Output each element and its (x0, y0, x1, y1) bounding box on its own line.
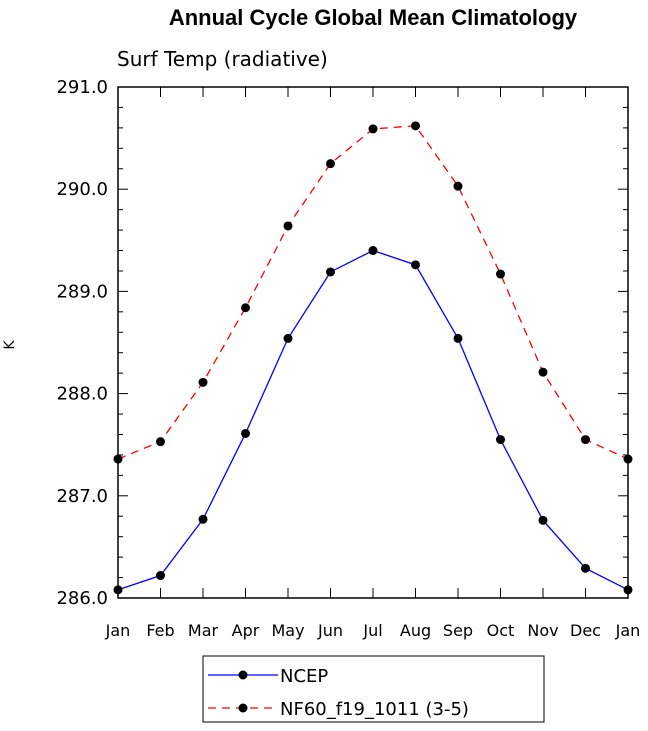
legend-label-1: NF60_f19_1011 (3-5) (280, 699, 469, 720)
data-point (538, 515, 548, 525)
data-point (538, 367, 548, 377)
x-tick-label: Jan (615, 621, 641, 640)
y-tick-label: 290.0 (56, 179, 108, 200)
series-line-0 (117, 249, 629, 591)
data-point (411, 121, 420, 131)
y-tick-label: 289.0 (56, 281, 108, 302)
series-line-1 (117, 125, 629, 460)
data-point (453, 333, 463, 343)
x-tick-label: Jan (105, 621, 131, 640)
data-point (241, 303, 250, 313)
y-tick-label: 286.0 (56, 588, 108, 609)
data-point (368, 124, 378, 134)
y-axis-label: K (2, 340, 18, 350)
data-point (496, 435, 505, 445)
x-tick-labels: Jan Feb Mar Apr May Jun Jul Aug Sep Oct Nov Dec Jan (105, 621, 641, 640)
chart-title: Annual Cycle Global Mean Climatology (169, 5, 578, 30)
legend-marker-1 (238, 703, 248, 713)
data-point (496, 269, 505, 279)
x-tick-label: Nov (527, 621, 558, 640)
legend-entries: NCEP NF60_f19_1011 (3-5) (208, 666, 469, 720)
data-point (241, 428, 250, 438)
data-point (156, 437, 165, 447)
data-point (198, 514, 208, 524)
series-lines (117, 125, 629, 591)
y-tick-labels: 286.0 287.0 288.0 289.0 290.0 291.0 (56, 77, 108, 609)
data-point (326, 267, 335, 277)
data-point (411, 260, 420, 270)
legend-box (202, 655, 545, 723)
x-tick-label: Feb (146, 621, 174, 640)
x-tick-label: Sep (443, 621, 473, 640)
x-tick-label: Jul (362, 621, 382, 640)
x-tick-label: Apr (232, 621, 260, 640)
x-tick-label: Mar (188, 621, 219, 640)
plot-frame (117, 86, 629, 599)
data-point (368, 246, 378, 256)
data-point (198, 377, 208, 387)
chart-subtitle: Surf Temp (radiative) (117, 47, 328, 71)
data-point (581, 563, 590, 573)
y-tick-label: 287.0 (56, 486, 108, 507)
y-tick-label: 291.0 (56, 77, 108, 98)
series-markers (113, 121, 633, 595)
legend-label-0: NCEP (280, 666, 328, 687)
x-tick-label: Dec (570, 621, 601, 640)
data-point (283, 333, 293, 343)
data-point (283, 221, 293, 231)
legend: NCEP NF60_f19_1011 (3-5) (202, 655, 545, 723)
data-point (581, 435, 590, 445)
x-tick-label: May (271, 621, 304, 640)
legend-marker-0 (238, 670, 248, 680)
data-point (453, 181, 463, 191)
data-point (326, 159, 335, 169)
x-tick-label: Aug (400, 621, 431, 640)
y-tick-label: 288.0 (56, 384, 108, 405)
x-tick-label: Oct (487, 621, 515, 640)
x-tick-label: Jun (317, 621, 343, 640)
axis-ticks (118, 87, 628, 598)
data-point (156, 571, 165, 581)
